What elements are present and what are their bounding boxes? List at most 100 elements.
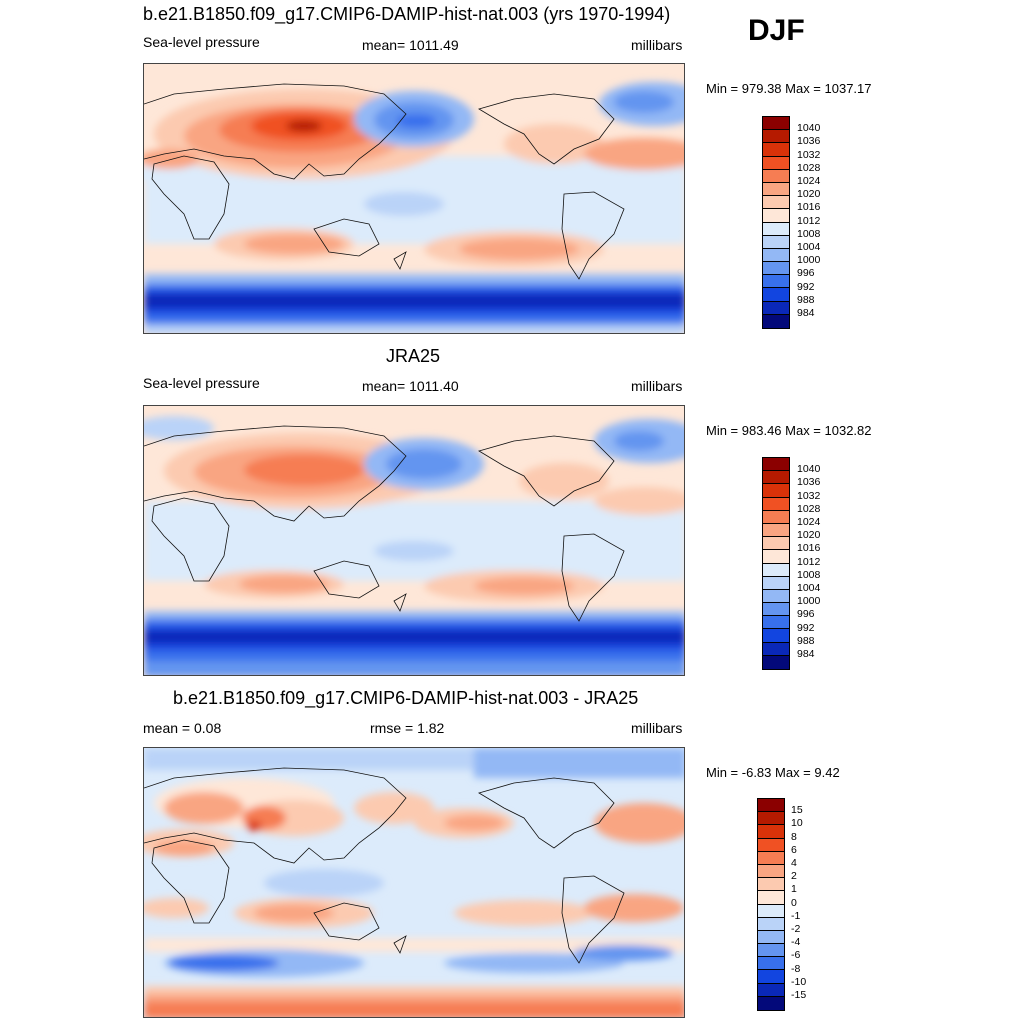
colorbar-swatch [763, 156, 789, 170]
panel-2-mean-label: mean= 1011.40 [362, 378, 459, 394]
colorbar-label: 1008 [797, 568, 821, 581]
colorbar-swatch [763, 209, 789, 223]
colorbar-swatch [758, 864, 784, 879]
panel-1-variable-label: Sea-level pressure [143, 34, 260, 50]
colorbar-swatch [758, 799, 784, 813]
colorbar-label: 1004 [797, 241, 821, 253]
colorbar-label: 1040 [797, 122, 821, 135]
colorbar-swatch [763, 471, 789, 485]
colorbar-label: 1012 [797, 555, 821, 568]
panel-1-map-plot [144, 64, 684, 333]
panel-1-title: b.e21.B1850.f09_g17.CMIP6-DAMIP-hist-nat… [143, 4, 671, 24]
colorbar-label: 996 [797, 608, 815, 621]
colorbar-swatch [763, 314, 789, 328]
colorbar-swatch [758, 970, 784, 984]
panel-3-map [143, 747, 685, 1018]
colorbar-swatch [758, 930, 784, 945]
colorbar-label: 1032 [797, 489, 821, 502]
colorbar-label: 0 [791, 896, 797, 909]
colorbar-label: 996 [797, 267, 815, 280]
colorbar-label: -6 [791, 949, 801, 962]
panel-2-colorbar [762, 457, 790, 670]
panel-2-variable-label: Sea-level pressure [143, 375, 260, 391]
colorbar-swatch [763, 275, 789, 289]
panel-3-title: b.e21.B1850.f09_g17.CMIP6-DAMIP-hist-nat… [173, 688, 639, 708]
colorbar-label: 15 [791, 804, 803, 817]
colorbar-swatch [763, 563, 789, 577]
colorbar-label: 1032 [797, 148, 821, 161]
colorbar-swatch [763, 235, 789, 249]
colorbar-label: 1012 [797, 214, 821, 227]
colorbar-swatch [758, 957, 784, 971]
panel-1-colorbar [762, 116, 790, 329]
colorbar-label: 1024 [797, 175, 821, 187]
season-label: DJF [748, 14, 805, 47]
colorbar-label: 8 [791, 830, 797, 843]
colorbar-label: -1 [791, 909, 801, 922]
colorbar-label: 1028 [797, 161, 821, 174]
panel-2-units-label: millibars [631, 378, 683, 394]
colorbar-label: 1008 [797, 227, 821, 240]
colorbar-swatch [758, 851, 784, 865]
colorbar-label: 1016 [797, 542, 821, 555]
panel-2-map [143, 405, 685, 676]
colorbar-swatch [763, 550, 789, 564]
panel-1-minmax: Min = 979.38 Max = 1037.17 [706, 81, 872, 96]
colorbar-swatch [763, 196, 789, 210]
colorbar-label: 1004 [797, 582, 821, 594]
panel-1-mean-label: mean= 1011.49 [362, 37, 459, 53]
colorbar-label: 10 [791, 817, 803, 830]
colorbar-label: -8 [791, 962, 801, 975]
colorbar-label: 4 [791, 857, 797, 869]
colorbar-swatch [763, 589, 789, 604]
colorbar-label: 984 [797, 307, 815, 319]
colorbar-swatch [763, 523, 789, 538]
panel-3-mean-label: mean = 0.08 [143, 720, 222, 736]
colorbar-swatch [763, 537, 789, 551]
colorbar-swatch [758, 996, 784, 1010]
colorbar-label: 6 [791, 843, 797, 856]
colorbar-swatch [758, 812, 784, 826]
panel-2-minmax: Min = 983.46 Max = 1032.82 [706, 423, 872, 438]
colorbar-swatch [763, 497, 789, 511]
colorbar-swatch [763, 262, 789, 276]
colorbar-swatch [763, 169, 789, 183]
colorbar-label: 1024 [797, 516, 821, 528]
colorbar-swatch [763, 629, 789, 643]
colorbar-label: 988 [797, 634, 815, 647]
colorbar-label: -4 [791, 936, 801, 949]
colorbar-swatch [763, 248, 789, 263]
colorbar-label: 988 [797, 293, 815, 306]
colorbar-label: 992 [797, 621, 815, 634]
colorbar-label: 1040 [797, 463, 821, 476]
colorbar-swatch [763, 510, 789, 524]
panel-3-units-label: millibars [631, 720, 683, 736]
colorbar-swatch [763, 642, 789, 656]
colorbar-label: 1020 [797, 529, 821, 542]
colorbar-swatch [758, 878, 784, 892]
panel-3-colorbar [757, 798, 785, 1011]
colorbar-swatch [758, 904, 784, 918]
colorbar-label: 1 [791, 883, 797, 896]
colorbar-label: 992 [797, 280, 815, 293]
colorbar-swatch [763, 616, 789, 630]
panel-1-units-label: millibars [631, 37, 683, 53]
colorbar-swatch [758, 983, 784, 997]
panel-2-title: JRA25 [386, 346, 441, 366]
colorbar-swatch [758, 838, 784, 852]
colorbar-swatch [763, 222, 789, 236]
colorbar-swatch [763, 603, 789, 617]
colorbar-swatch [763, 182, 789, 197]
colorbar-label: 1000 [797, 254, 821, 267]
colorbar-label: 1016 [797, 201, 821, 214]
colorbar-swatch [763, 288, 789, 302]
colorbar-label: 1036 [797, 135, 821, 148]
colorbar-swatch [763, 301, 789, 315]
colorbar-label: 1028 [797, 502, 821, 515]
colorbar-swatch [758, 917, 784, 931]
colorbar-swatch [763, 130, 789, 144]
panel-2-map-plot [144, 406, 684, 675]
colorbar-swatch [763, 117, 789, 131]
colorbar-swatch [763, 143, 789, 157]
panel-1-map [143, 63, 685, 334]
